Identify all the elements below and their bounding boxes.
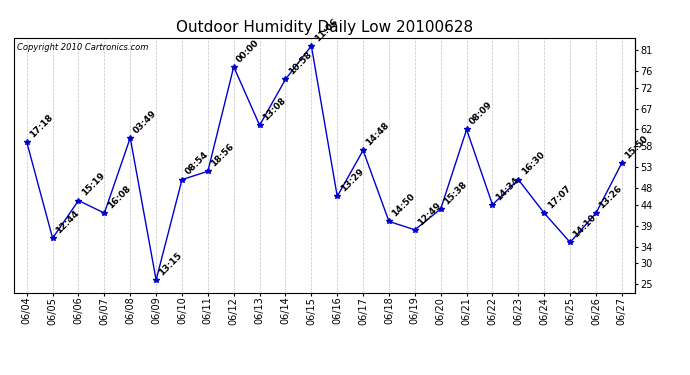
Text: 10:58: 10:58: [287, 50, 313, 76]
Text: 14:10: 14:10: [571, 213, 598, 240]
Text: 15:19: 15:19: [80, 171, 106, 198]
Text: 17:07: 17:07: [546, 184, 572, 210]
Text: 08:09: 08:09: [468, 100, 495, 127]
Text: Copyright 2010 Cartronics.com: Copyright 2010 Cartronics.com: [17, 43, 148, 52]
Text: 00:00: 00:00: [235, 38, 262, 64]
Text: 12:49: 12:49: [416, 200, 443, 227]
Text: 14:48: 14:48: [364, 121, 391, 148]
Text: 16:30: 16:30: [520, 150, 546, 177]
Title: Outdoor Humidity Daily Low 20100628: Outdoor Humidity Daily Low 20100628: [176, 20, 473, 35]
Text: 18:56: 18:56: [209, 142, 236, 168]
Text: 15:38: 15:38: [442, 180, 469, 206]
Text: 16:08: 16:08: [106, 184, 132, 210]
Text: 14:34: 14:34: [494, 175, 521, 202]
Text: 11:06: 11:06: [313, 16, 339, 43]
Text: 15:50: 15:50: [623, 134, 650, 160]
Text: 13:08: 13:08: [261, 96, 288, 123]
Text: 08:54: 08:54: [184, 150, 210, 177]
Text: 13:26: 13:26: [598, 184, 624, 210]
Text: 17:18: 17:18: [28, 112, 55, 139]
Text: 12:44: 12:44: [54, 209, 81, 236]
Text: 13:15: 13:15: [157, 251, 184, 277]
Text: 13:29: 13:29: [339, 167, 365, 194]
Text: 14:50: 14:50: [391, 192, 417, 219]
Text: 03:49: 03:49: [132, 108, 158, 135]
